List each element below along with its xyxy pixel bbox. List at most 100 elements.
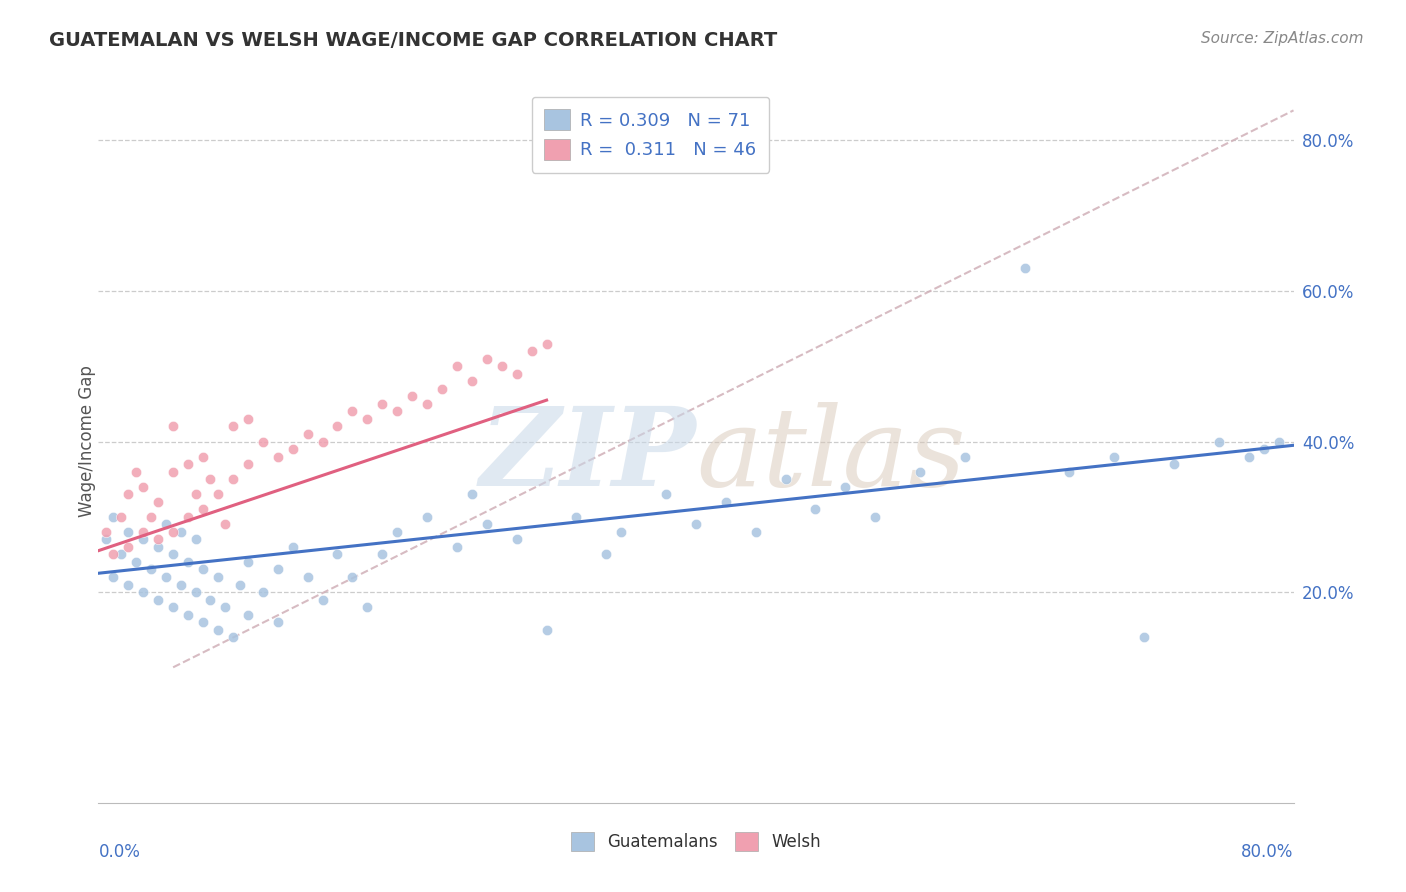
Point	[416, 397, 439, 411]
Point	[385, 524, 409, 539]
Point	[506, 367, 529, 381]
Point	[267, 615, 290, 630]
Point	[953, 450, 976, 464]
Point	[446, 359, 468, 374]
Point	[281, 540, 304, 554]
Point	[139, 562, 162, 576]
Y-axis label: Wage/Income Gap: Wage/Income Gap	[79, 366, 96, 517]
Point	[117, 540, 139, 554]
Point	[117, 487, 139, 501]
Text: ZIP: ZIP	[479, 402, 696, 509]
Point	[1059, 465, 1081, 479]
Point	[267, 562, 290, 576]
Point	[184, 487, 207, 501]
Point	[491, 359, 513, 374]
Point	[236, 607, 259, 622]
Point	[311, 434, 333, 449]
Point	[1208, 434, 1230, 449]
Point	[177, 607, 200, 622]
Point	[177, 555, 200, 569]
Point	[252, 434, 274, 449]
Point	[110, 509, 132, 524]
Point	[103, 570, 125, 584]
Point	[326, 548, 349, 562]
Point	[1014, 261, 1036, 276]
Point	[311, 592, 333, 607]
Point	[177, 457, 200, 471]
Point	[94, 533, 117, 547]
Point	[834, 480, 856, 494]
Point	[125, 465, 148, 479]
Point	[595, 548, 617, 562]
Point	[222, 472, 245, 486]
Point	[536, 623, 558, 637]
Point	[148, 494, 170, 508]
Point	[214, 600, 236, 615]
Point	[775, 472, 797, 486]
Point	[385, 404, 409, 418]
Point	[132, 480, 155, 494]
Point	[191, 450, 214, 464]
Point	[162, 600, 184, 615]
Point	[685, 517, 707, 532]
Point	[326, 419, 349, 434]
Text: 0.0%: 0.0%	[98, 843, 141, 861]
Point	[536, 336, 558, 351]
Point	[267, 450, 290, 464]
Point	[148, 592, 170, 607]
Point	[236, 457, 259, 471]
Point	[162, 465, 184, 479]
Point	[117, 577, 139, 591]
Point	[214, 517, 236, 532]
Point	[461, 487, 484, 501]
Point	[908, 465, 931, 479]
Point	[804, 502, 827, 516]
Point	[1163, 457, 1185, 471]
Point	[207, 487, 229, 501]
Point	[461, 374, 484, 388]
Point	[297, 427, 319, 442]
Point	[184, 533, 207, 547]
Point	[200, 472, 222, 486]
Point	[110, 548, 132, 562]
Point	[252, 585, 274, 599]
Point	[177, 509, 200, 524]
Point	[475, 517, 498, 532]
Point	[184, 585, 207, 599]
Point	[148, 533, 170, 547]
Point	[207, 570, 229, 584]
Point	[117, 524, 139, 539]
Point	[191, 562, 214, 576]
Point	[1133, 630, 1156, 644]
Point	[191, 615, 214, 630]
Point	[132, 533, 155, 547]
Point	[132, 585, 155, 599]
Point	[169, 524, 191, 539]
Point	[506, 533, 529, 547]
Point	[371, 397, 394, 411]
Point	[356, 412, 378, 426]
Point	[191, 502, 214, 516]
Point	[148, 540, 170, 554]
Point	[475, 351, 498, 366]
Point	[371, 548, 394, 562]
Point	[103, 509, 125, 524]
Point	[94, 524, 117, 539]
Point	[281, 442, 304, 456]
Point	[430, 382, 453, 396]
Point	[655, 487, 678, 501]
Text: 80.0%: 80.0%	[1241, 843, 1294, 861]
Point	[1253, 442, 1275, 456]
Point	[297, 570, 319, 584]
Point	[565, 509, 588, 524]
Point	[155, 570, 177, 584]
Point	[236, 412, 259, 426]
Point	[229, 577, 252, 591]
Point	[103, 548, 125, 562]
Point	[416, 509, 439, 524]
Point	[236, 555, 259, 569]
Legend: Guatemalans, Welsh: Guatemalans, Welsh	[562, 823, 830, 860]
Point	[342, 404, 364, 418]
Point	[520, 344, 543, 359]
Point	[155, 517, 177, 532]
